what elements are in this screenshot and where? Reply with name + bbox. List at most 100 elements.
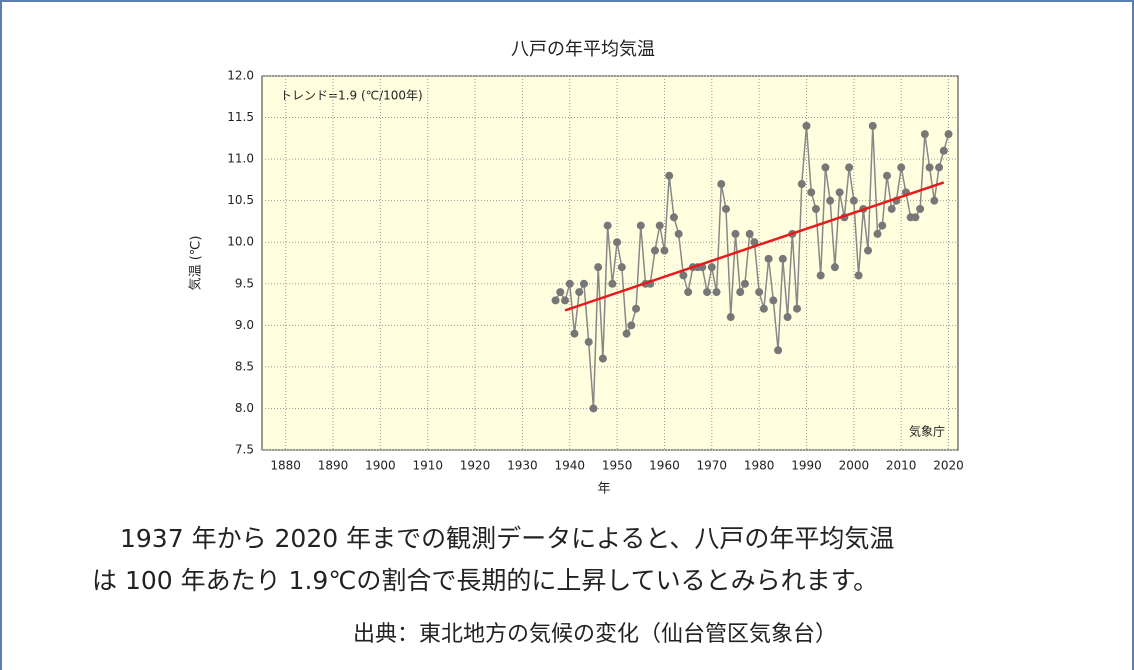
data-point: [849, 196, 858, 205]
data-point: [811, 204, 820, 213]
annotation: トレンド=1.9 (℃/100年): [280, 89, 423, 103]
data-point: [570, 329, 579, 338]
data-point: [830, 263, 839, 272]
data-point: [722, 204, 730, 213]
x-tick-label: 1900: [365, 459, 396, 473]
x-axis-label: 年: [597, 482, 610, 497]
data-point: [608, 279, 617, 288]
data-point: [603, 221, 612, 230]
x-tick-label: 1990: [791, 459, 822, 473]
y-tick-label: 9.5: [235, 276, 254, 290]
x-tick-label: 1910: [412, 459, 443, 473]
data-point: [703, 288, 712, 297]
data-point: [887, 204, 896, 213]
data-point: [750, 238, 759, 247]
source: 出典：東北地方の気候の変化（仙台管区気象台）: [353, 622, 837, 647]
trend-line: [564, 181, 945, 312]
data-point: [821, 163, 830, 172]
data-point: [589, 404, 598, 413]
data-point: [864, 246, 873, 255]
data-point: [561, 296, 570, 305]
data-point: [826, 196, 835, 205]
data-point: [669, 213, 678, 222]
x-tick-label: 1960: [649, 459, 680, 473]
data-point: [769, 296, 778, 305]
x-tick-label: 1940: [554, 459, 585, 473]
data-point: [939, 146, 948, 155]
data-point: [802, 121, 811, 130]
data-point: [565, 279, 574, 288]
data-point: [935, 163, 944, 172]
x-tick-label: 2010: [886, 459, 917, 473]
data-point: [916, 204, 925, 213]
data-point: [911, 213, 920, 222]
y-tick-label: 8.0: [235, 401, 254, 415]
data-point: [944, 130, 953, 139]
data-point: [835, 188, 844, 197]
data-point: [845, 163, 854, 172]
x-tick-label: 1970: [697, 459, 728, 473]
data-point: [882, 171, 891, 180]
data-point: [636, 221, 645, 230]
data-point: [878, 221, 887, 230]
data-point: [930, 196, 939, 205]
credit: 気象庁: [909, 424, 945, 439]
data-point: [873, 229, 882, 238]
data-point: [797, 180, 806, 189]
data-point: [868, 121, 877, 130]
x-tick-label: 1920: [460, 459, 491, 473]
x-tick-label: 2020: [933, 459, 964, 473]
data-point: [740, 279, 749, 288]
data-point: [816, 271, 825, 280]
x-tick-label: 1980: [744, 459, 775, 473]
y-tick-label: 11.5: [227, 110, 254, 124]
data-point: [920, 130, 929, 139]
data-point: [655, 221, 664, 230]
data-point: [556, 288, 565, 297]
y-tick-label: 10.0: [227, 235, 254, 249]
data-point: [759, 304, 768, 313]
y-tick-label: 9.0: [235, 318, 254, 332]
y-tick-label: 11.0: [227, 152, 254, 166]
data-point: [764, 254, 773, 263]
y-tick-label: 12.0: [227, 69, 254, 83]
data-point: [726, 313, 735, 322]
data-point: [717, 180, 726, 189]
data-point: [617, 263, 626, 272]
data-point: [665, 171, 674, 180]
data-point: [650, 246, 659, 255]
data-point: [551, 296, 560, 305]
x-tick-label: 1880: [270, 459, 301, 473]
data-point: [712, 288, 721, 297]
data-point: [660, 246, 669, 255]
data-point: [783, 313, 792, 322]
chart-title: 八戸の年平均気温: [511, 39, 655, 60]
data-point: [778, 254, 787, 263]
data-point: [897, 163, 906, 172]
data-point: [632, 304, 641, 313]
data-line: [554, 125, 950, 409]
data-point: [745, 229, 754, 238]
data-point: [755, 288, 764, 297]
data-point: [707, 263, 716, 272]
y-tick-label: 7.5: [235, 443, 254, 457]
paragraph-line: は 100 年あたり 1.9℃の割合で長期的に上昇しているとみられます。: [92, 566, 878, 595]
y-tick-label: 10.5: [227, 193, 254, 207]
x-tick-label: 1950: [602, 459, 633, 473]
data-point: [598, 354, 607, 363]
data-point: [627, 321, 636, 330]
x-tick-label: 1890: [318, 459, 349, 473]
data-point: [613, 238, 622, 247]
data-point: [579, 279, 588, 288]
data-point: [584, 337, 593, 346]
data-point: [622, 329, 631, 338]
data-point: [854, 271, 863, 280]
data-point: [575, 288, 584, 297]
y-axis-label: 気温 (℃): [188, 236, 204, 291]
data-point: [925, 163, 934, 172]
data-point: [674, 229, 683, 238]
x-tick-label: 2000: [839, 459, 870, 473]
